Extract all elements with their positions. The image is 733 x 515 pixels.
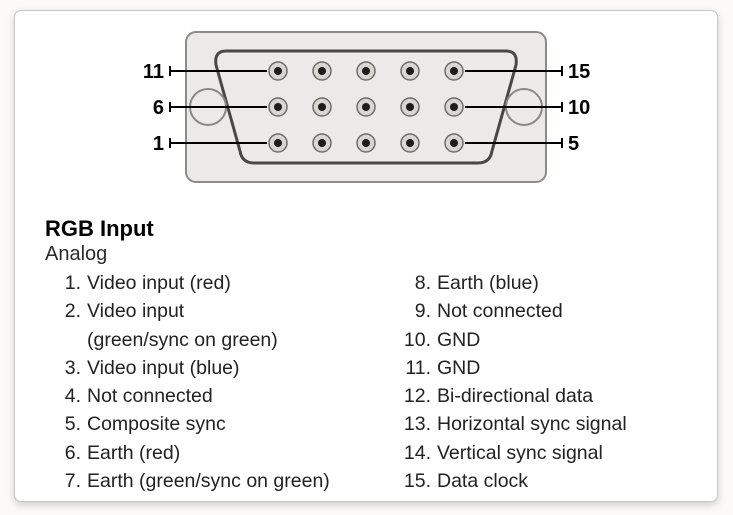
pinout-item-number: 4. xyxy=(47,382,87,410)
pinout-item-desc: Not connected xyxy=(437,297,563,325)
connector-diagram: 111561015 xyxy=(15,19,717,199)
pinout-item-desc: Video input(green/sync on green) xyxy=(87,297,278,354)
pinout-item-desc: GND xyxy=(437,326,480,354)
pinout-item: 15.Data clock xyxy=(397,467,687,495)
pin-row-label-right: 5 xyxy=(568,133,579,155)
pin-row-label-left: 1 xyxy=(153,133,164,155)
pinout-item-desc: Not connected xyxy=(87,382,213,410)
pinout-item-number: 10. xyxy=(397,326,437,354)
pinout-item-number: 3. xyxy=(47,354,87,382)
pinout-item-number: 5. xyxy=(47,410,87,438)
pinout-columns: 1.Video input (red)2.Video input(green/s… xyxy=(47,269,687,495)
pinout-item-number: 6. xyxy=(47,439,87,467)
pinout-item-number: 13. xyxy=(397,410,437,438)
pinout-item: 6.Earth (red) xyxy=(47,439,397,467)
pinout-item: 7.Earth (green/sync on green) xyxy=(47,467,397,495)
pinout-item-number: 11. xyxy=(397,354,437,382)
pinout-item: 10.GND xyxy=(397,326,687,354)
pinout-item-desc: Video input (red) xyxy=(87,269,231,297)
section-title: RGB Input xyxy=(45,216,154,242)
pinout-item-number: 1. xyxy=(47,269,87,297)
pin-row-label-right: 10 xyxy=(568,97,590,119)
pinout-item-desc: Earth (blue) xyxy=(437,269,539,297)
pin-row-label-left: 6 xyxy=(153,97,164,119)
pinout-item-desc: Earth (green/sync on green) xyxy=(87,467,330,495)
pinout-item: 12.Bi-directional data xyxy=(397,382,687,410)
pin-row-label-left: 11 xyxy=(143,61,164,83)
pinout-item-number: 2. xyxy=(47,297,87,354)
pinout-item: 14.Vertical sync signal xyxy=(397,439,687,467)
card: 111561015 RGB Input Analog 1.Video input… xyxy=(14,10,718,502)
pinout-item: 5.Composite sync xyxy=(47,410,397,438)
pinout-item-desc: Video input (blue) xyxy=(87,354,240,382)
pinout-item-desc: Composite sync xyxy=(87,410,226,438)
pin-row-label-right: 15 xyxy=(568,61,590,83)
pinout-item: 8.Earth (blue) xyxy=(397,269,687,297)
pinout-item-number: 14. xyxy=(397,439,437,467)
pinout-item: 4.Not connected xyxy=(47,382,397,410)
pinout-item-number: 7. xyxy=(47,467,87,495)
pinout-item-desc: Horizontal sync signal xyxy=(437,410,627,438)
pinout-item-desc: Data clock xyxy=(437,467,528,495)
pinout-item: 11.GND xyxy=(397,354,687,382)
section-subtitle: Analog xyxy=(45,243,107,266)
pinout-item-desc: Earth (red) xyxy=(87,439,180,467)
pinout-item-desc: Vertical sync signal xyxy=(437,439,603,467)
pinout-item-number: 12. xyxy=(397,382,437,410)
pinout-item: 3.Video input (blue) xyxy=(47,354,397,382)
pinout-item: 1.Video input (red) xyxy=(47,269,397,297)
pinout-list-right: 8.Earth (blue)9.Not connected10.GND11.GN… xyxy=(397,269,687,495)
pinout-item-desc: Bi-directional data xyxy=(437,382,593,410)
pinout-item-number: 15. xyxy=(397,467,437,495)
pinout-item: 13.Horizontal sync signal xyxy=(397,410,687,438)
pinout-item: 9.Not connected xyxy=(397,297,687,325)
pinout-list-left: 1.Video input (red)2.Video input(green/s… xyxy=(47,269,397,495)
pinout-item-desc: GND xyxy=(437,354,480,382)
pinout-item-number: 8. xyxy=(397,269,437,297)
pinout-item-number: 9. xyxy=(397,297,437,325)
pinout-item: 2.Video input(green/sync on green) xyxy=(47,297,397,354)
